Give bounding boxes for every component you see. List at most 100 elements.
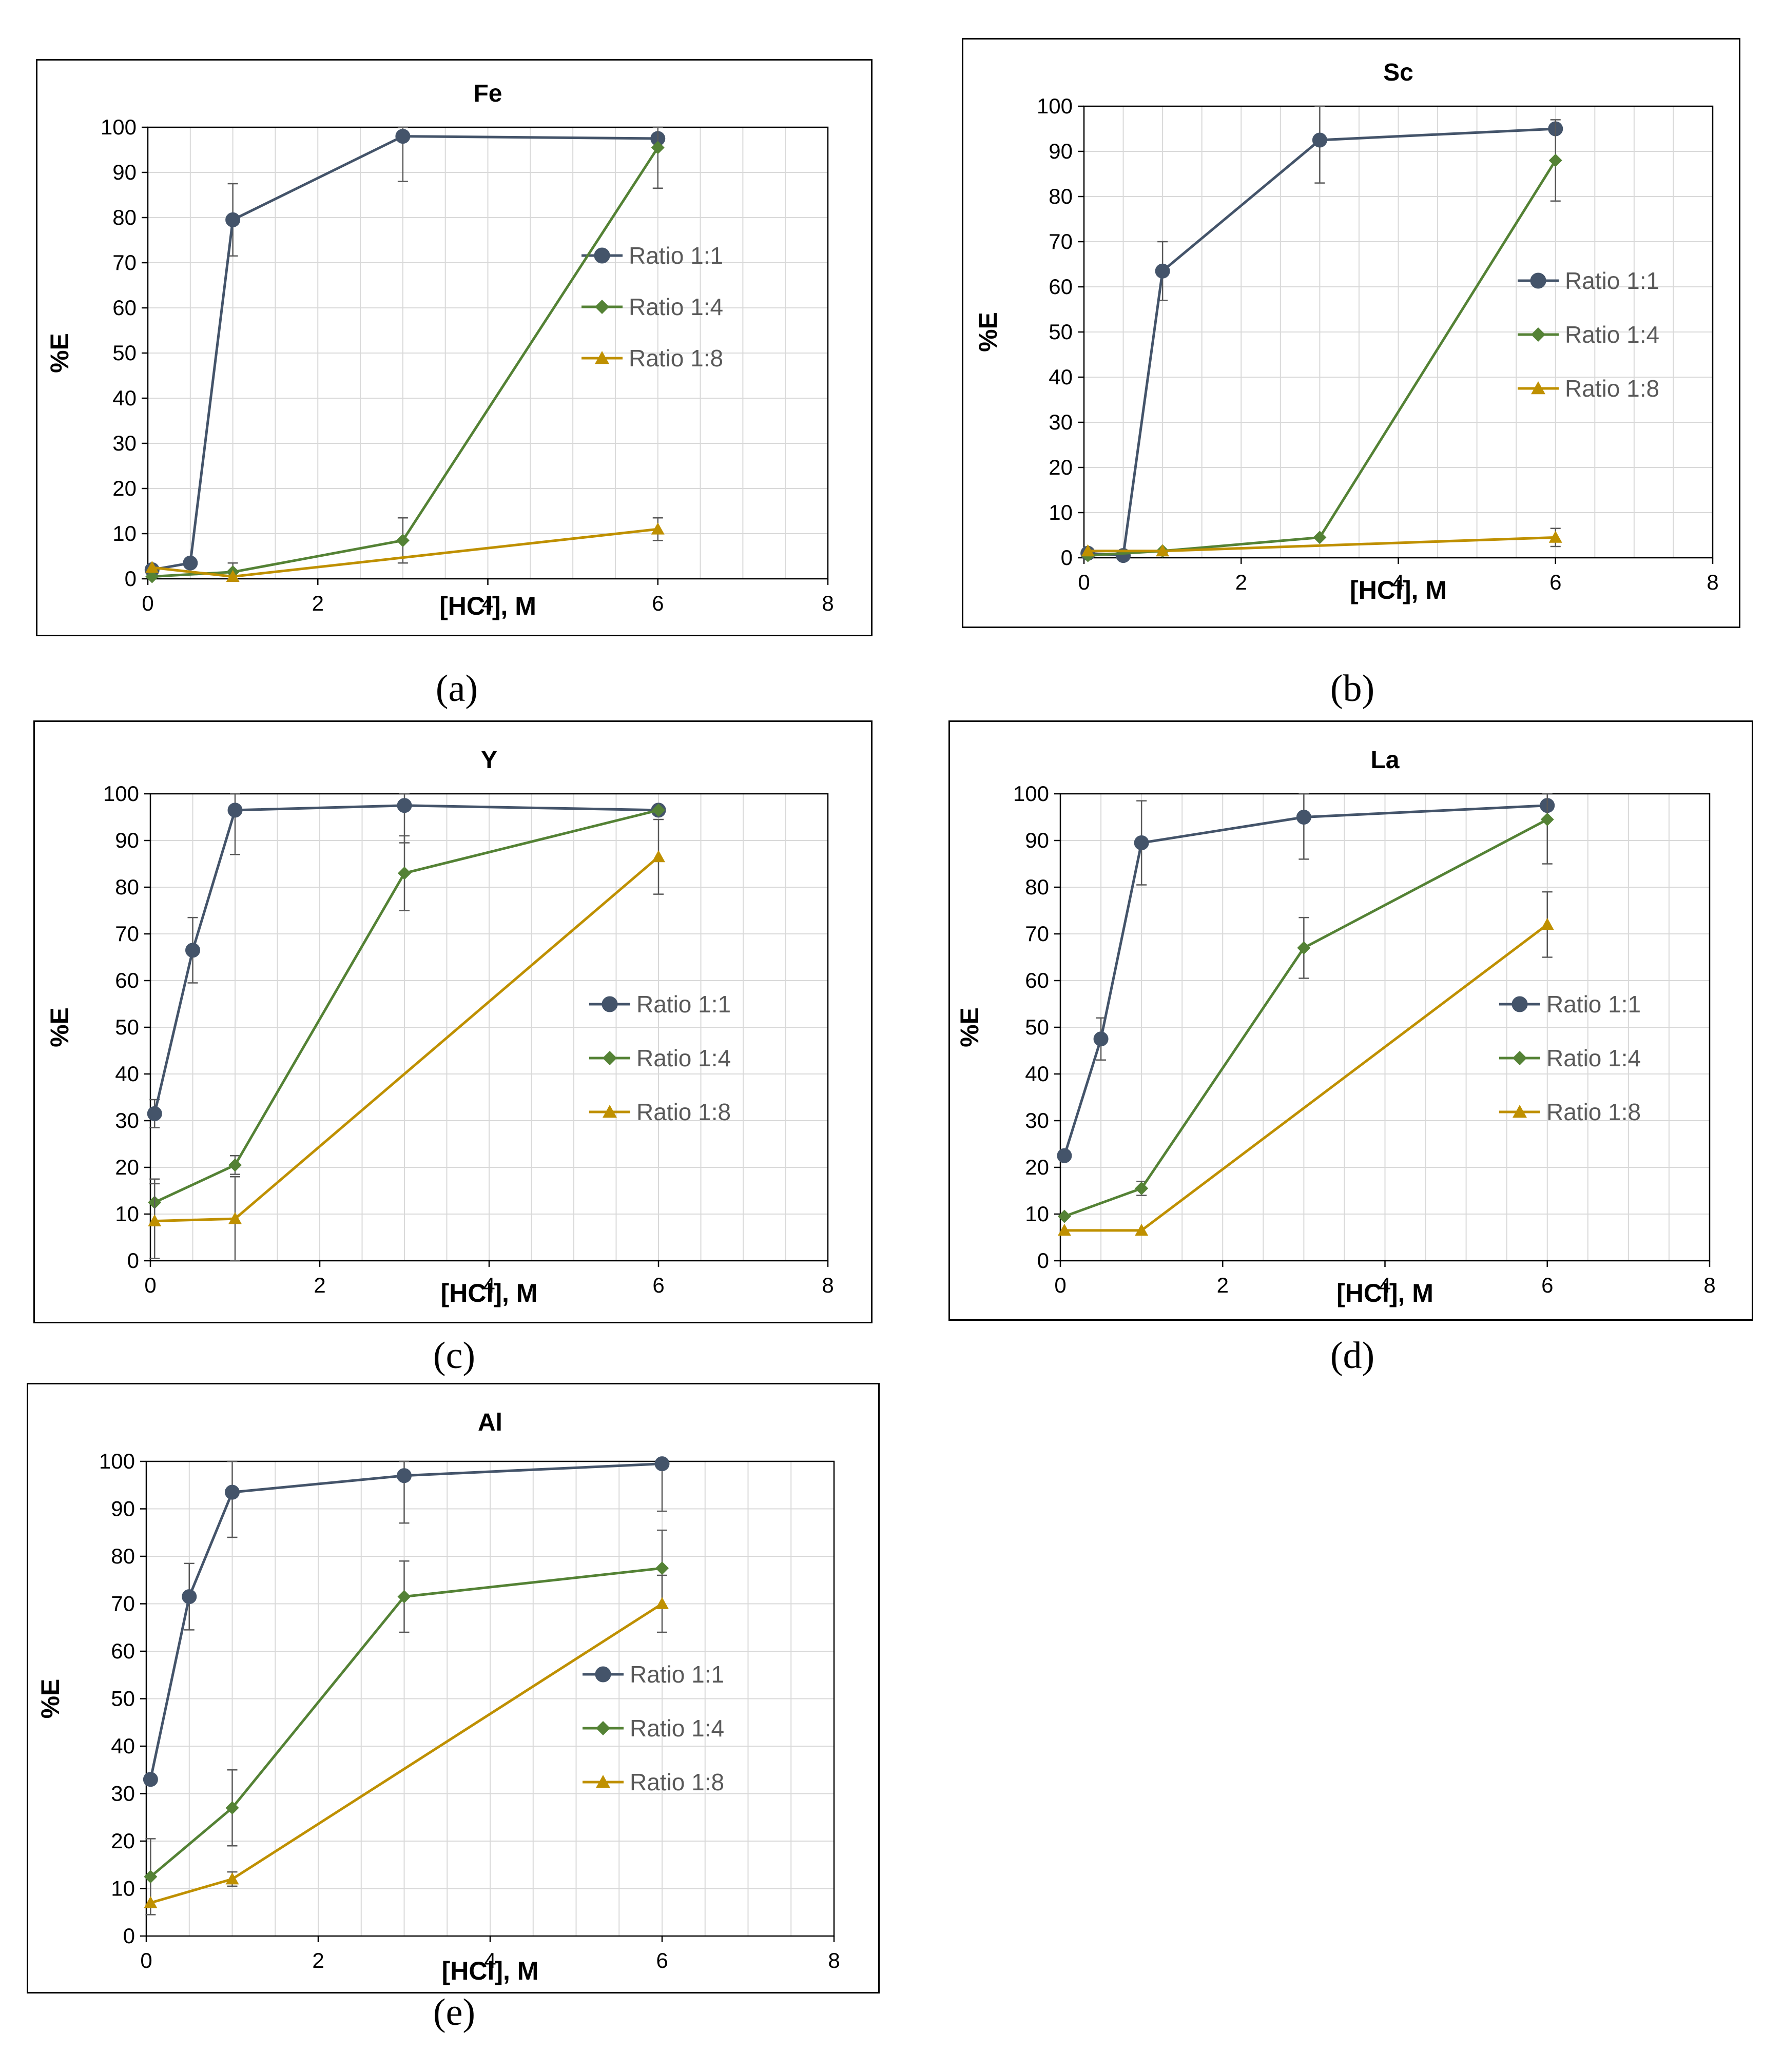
series-ratio-1-8 [148, 818, 665, 1262]
legend-marker [595, 1666, 611, 1683]
y-tick-label: 90 [1025, 828, 1049, 852]
series-line [149, 1567, 663, 1878]
y-tick-label: 40 [112, 386, 137, 410]
legend-label: Ratio 1:8 [1565, 375, 1659, 402]
series-line [149, 1462, 663, 1780]
y-tick-label: 50 [1025, 1015, 1049, 1039]
legend-entry: Ratio 1:8 [589, 1099, 731, 1125]
x-tick-label: 2 [1235, 570, 1247, 594]
y-tick-label: 30 [1025, 1108, 1049, 1132]
y-tick-label: 50 [112, 341, 137, 365]
caption-b: (b) [1330, 668, 1375, 710]
data-point [225, 1484, 240, 1500]
data-point [651, 522, 665, 535]
y-tick-label: 90 [112, 160, 137, 184]
x-tick-label: 0 [1054, 1273, 1066, 1297]
data-point [228, 1212, 242, 1224]
x-tick-label: 8 [1707, 570, 1718, 594]
series-ratio-1-4 [1057, 793, 1554, 1223]
series-ratio-1-8 [1081, 527, 1562, 557]
chart-title: Fe [473, 80, 502, 107]
x-tick-label: 2 [312, 1948, 324, 1972]
legend-marker [1531, 381, 1545, 395]
y-tick-label: 100 [103, 781, 139, 806]
data-point [225, 1872, 239, 1885]
x-axis-label: [HCl], M [441, 1279, 538, 1307]
y-tick-label: 100 [101, 115, 137, 139]
y-tick-label: 20 [1025, 1155, 1049, 1179]
y-tick-label: 0 [1061, 545, 1073, 570]
chart-panel-sc: 0 10 20 30 40 50 60 70 80 90 100 0 2 4 6 8 Sc [HCl], M %E R… [962, 38, 1740, 628]
y-tick-label: 60 [111, 1639, 135, 1663]
legend-label: Ratio 1:4 [630, 1715, 724, 1742]
x-tick-label: 4 [1392, 570, 1404, 594]
legend-entry: Ratio 1:8 [583, 1769, 724, 1795]
data-point [145, 570, 159, 583]
x-tick-label: 0 [144, 1273, 156, 1297]
data-point [227, 803, 243, 818]
y-tick-label: 100 [99, 1449, 135, 1473]
x-tick-label: 0 [1078, 570, 1090, 594]
data-point [144, 1896, 158, 1908]
legend-label: Ratio 1:4 [1546, 1045, 1641, 1071]
x-tick-label: 6 [652, 591, 664, 615]
legend-entry: Ratio 1:1 [1499, 991, 1641, 1018]
legend-label: Ratio 1:1 [629, 242, 723, 269]
legend-entry: Ratio 1:4 [582, 294, 723, 320]
chart-y: 0 10 20 30 40 50 60 70 80 90 100 0 2 4 6 8 Y [HCl], M %E Ra… [45, 747, 834, 1307]
y-tick-label: 30 [111, 1782, 135, 1806]
legend-entry: Ratio 1:8 [1499, 1099, 1641, 1125]
y-tick-label: 30 [1049, 410, 1073, 434]
legend-entry: Ratio 1:1 [589, 991, 731, 1018]
legend-marker [603, 1051, 617, 1065]
y-tick-label: 70 [111, 1592, 135, 1616]
legend-label: Ratio 1:1 [1546, 991, 1641, 1018]
x-tick-label: 6 [652, 1273, 664, 1297]
y-axis-label: %E [45, 1007, 74, 1047]
series-ratio-1-4 [144, 1529, 669, 1915]
chart-fe: 0 10 20 30 40 50 60 70 80 90 100 0 2 4 6 8 Fe [HCl], M %E R… [45, 80, 834, 620]
legend-label: Ratio 1:4 [1565, 321, 1659, 348]
data-point [226, 570, 240, 582]
data-point [225, 1801, 239, 1815]
data-point [148, 1214, 162, 1227]
series-line [153, 804, 659, 1114]
legend-marker [594, 247, 610, 264]
data-point [398, 866, 411, 880]
legend-entry: Ratio 1:8 [582, 345, 723, 372]
y-tick-label: 60 [1025, 968, 1049, 992]
x-tick-label: 0 [142, 591, 153, 615]
y-tick-label: 10 [115, 1202, 139, 1226]
y-tick-label: 80 [1025, 875, 1049, 899]
y-tick-label: 0 [123, 1924, 135, 1948]
legend-entry: Ratio 1:4 [1518, 321, 1659, 348]
x-tick-label: 8 [822, 591, 834, 615]
legend-label: Ratio 1:8 [629, 345, 723, 372]
data-point [652, 803, 665, 817]
chart-sc: 0 10 20 30 40 50 60 70 80 90 100 0 2 4 6 8 Sc [HCl], M %E R… [974, 59, 1719, 604]
y-tick-label: 80 [115, 875, 139, 899]
data-point [1156, 544, 1170, 557]
data-point [397, 798, 412, 813]
y-tick-label: 50 [111, 1687, 135, 1711]
legend-entry: Ratio 1:1 [583, 1661, 724, 1688]
legend-entry: Ratio 1:1 [582, 242, 723, 269]
data-point [1135, 1181, 1149, 1195]
y-tick-label: 80 [1049, 184, 1073, 208]
data-point [1548, 153, 1562, 167]
y-tick-label: 70 [1025, 922, 1049, 946]
legend-marker [595, 351, 609, 364]
data-point [1312, 132, 1327, 148]
y-tick-label: 100 [1037, 94, 1073, 118]
y-tick-label: 100 [1013, 781, 1049, 806]
data-point [144, 1870, 158, 1884]
data-point [1548, 531, 1562, 543]
x-tick-label: 2 [1217, 1273, 1229, 1297]
x-axis-label: [HCl], M [1336, 1279, 1433, 1307]
data-point [1297, 941, 1311, 955]
y-axis-label: %E [974, 312, 1002, 352]
data-point [397, 1468, 412, 1483]
series-ratio-1-1 [144, 126, 666, 577]
legend-entry: Ratio 1:4 [1499, 1045, 1641, 1071]
series-line [1064, 923, 1548, 1232]
